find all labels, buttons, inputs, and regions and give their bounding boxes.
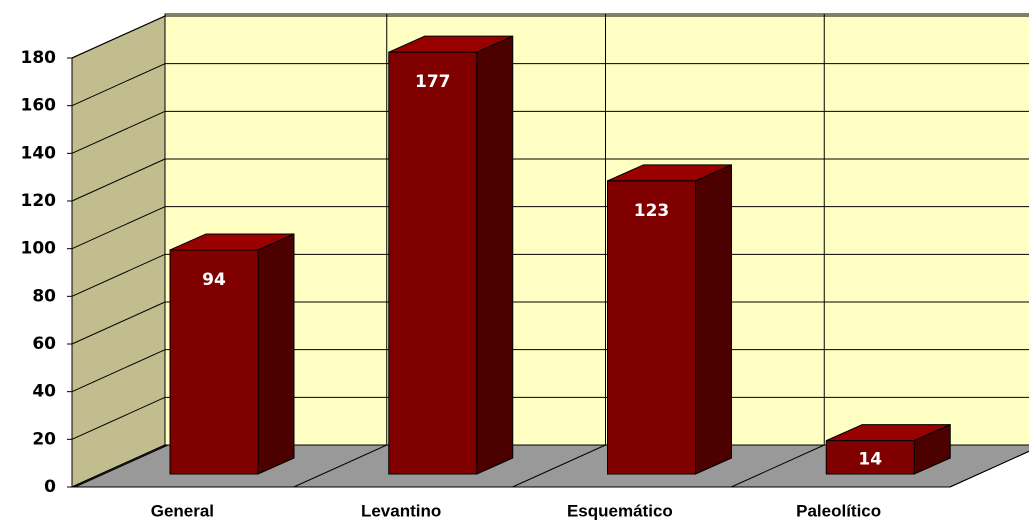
bar-side: [695, 164, 732, 475]
y-tick-label: 80: [32, 286, 56, 306]
value-label: 14: [858, 449, 882, 469]
grid-line: [71, 301, 166, 345]
y-tick-label: 60: [32, 334, 56, 354]
y-tick-label: 180: [21, 48, 57, 68]
floor-divider: [293, 444, 387, 488]
grid-line: [71, 15, 166, 59]
x-tick-label: General: [151, 501, 214, 520]
x-tick-label: Paleolítico: [796, 501, 881, 520]
y-tick-label: 100: [21, 239, 57, 259]
y-tick-label: 0: [44, 477, 56, 497]
bar: [388, 51, 478, 475]
y-tick-label: 120: [21, 191, 57, 211]
y-tick-label: 140: [21, 143, 57, 163]
bar: [607, 180, 696, 475]
bar: [825, 440, 915, 475]
grid-line: [71, 396, 166, 440]
floor-divider: [731, 444, 825, 488]
y-tick-label: 160: [21, 96, 57, 116]
x-tick-label: Levantino: [361, 501, 441, 520]
x-tick-label: Esquemático: [567, 501, 673, 520]
back-wall: [164, 13, 1029, 446]
bar-side: [257, 233, 295, 475]
floor-divider: [512, 444, 606, 488]
grid-line: [71, 206, 166, 250]
value-label: 123: [634, 201, 670, 221]
value-label: 177: [415, 72, 451, 92]
y-tick-label: 20: [32, 429, 56, 449]
grid-line: [71, 349, 166, 393]
left-wall: [71, 15, 166, 488]
grid-line: [71, 444, 166, 488]
y-tick-label: 40: [32, 382, 56, 402]
floor-divider: [74, 444, 169, 488]
grid-line: [71, 63, 166, 107]
grid-line: [71, 253, 166, 297]
grid-line: [71, 158, 166, 202]
grid-line: [71, 110, 166, 154]
value-label: 94: [202, 270, 226, 290]
bar: [169, 249, 259, 475]
bar-side: [476, 35, 514, 475]
floor-divider: [949, 450, 1029, 488]
